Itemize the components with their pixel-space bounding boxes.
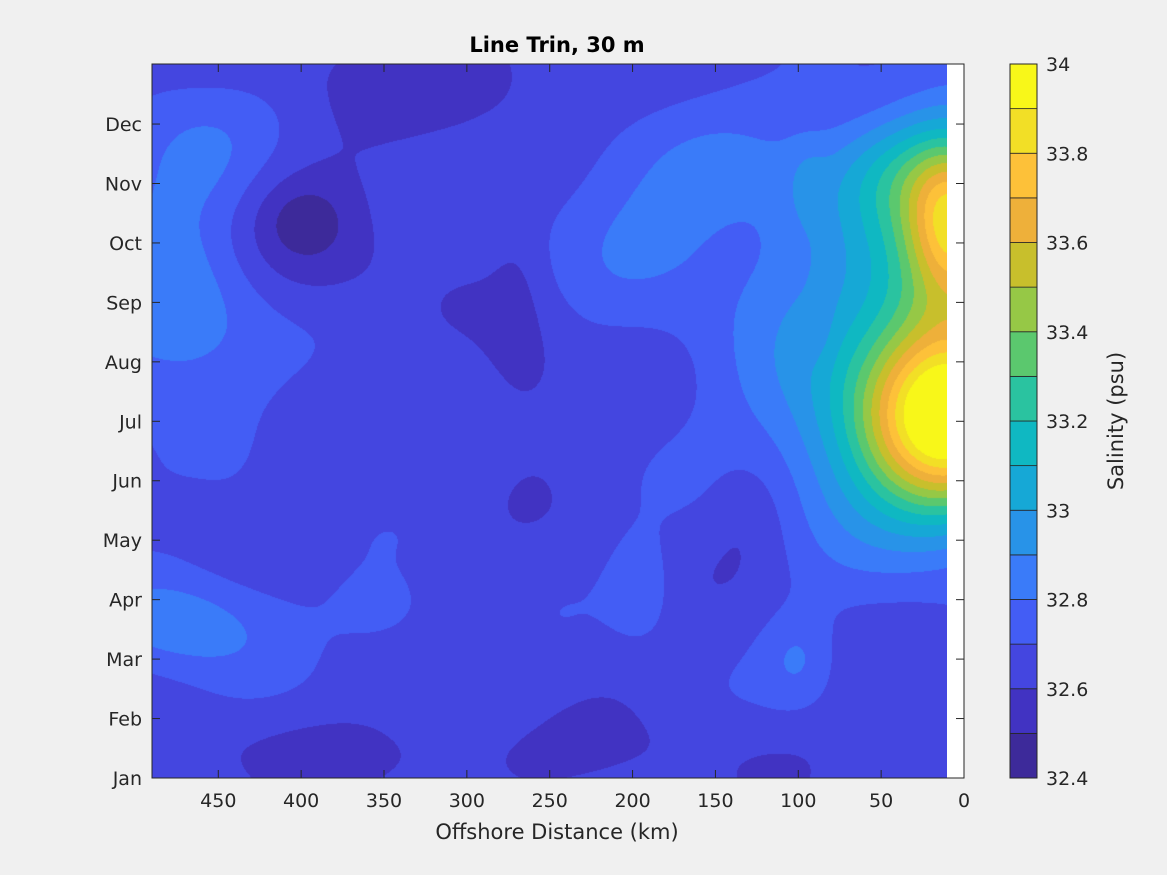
colorbar-swatch [1009, 509, 1038, 556]
colorbar-tick-label: 33.8 [1046, 143, 1088, 165]
y-tick-label: Jul [118, 411, 142, 433]
colorbar-swatch [1009, 152, 1038, 199]
colorbar-frame [1009, 63, 1038, 779]
colorbar-tick-label: 32.4 [1046, 768, 1088, 790]
colorbar-swatch [1009, 599, 1038, 645]
x-tick-label: 400 [283, 790, 319, 812]
colorbar-tick-label: 33 [1046, 500, 1070, 522]
colorbar-label: Salinity (psu) [1104, 352, 1128, 490]
colorbar-swatch [1009, 331, 1038, 377]
y-tick-label: Oct [109, 233, 142, 255]
y-tick-label: Jan [112, 768, 142, 790]
colorbar-swatch [1009, 732, 1038, 779]
colorbar-swatch [1009, 108, 1038, 154]
x-tick-label: 350 [366, 790, 402, 812]
colorbar-swatch [1009, 242, 1038, 288]
x-tick-label: 50 [869, 790, 893, 812]
chart-title: Line Trin, 30 m [469, 33, 644, 57]
colorbar-tick-label: 33.2 [1046, 411, 1088, 433]
y-tick-label: Sep [106, 292, 142, 314]
x-tick-label: 0 [958, 790, 970, 812]
x-tick-label: 300 [449, 790, 485, 812]
colorbar-swatch [1009, 197, 1038, 243]
colorbar-swatch [1009, 375, 1038, 422]
y-tick-label: Apr [109, 590, 142, 612]
x-tick-label: 150 [697, 790, 733, 812]
y-axis: Jan Feb Mar Apr May Jun Jul Aug Sep Oct Nov Dec [103, 114, 964, 790]
colorbar-swatch [1009, 688, 1038, 734]
y-tick-label: Feb [108, 709, 142, 731]
colorbar-swatch [1009, 63, 1038, 110]
colorbar-swatch [1009, 286, 1038, 333]
x-tick-label: 200 [614, 790, 650, 812]
colorbar-tick-label: 32.8 [1046, 590, 1088, 612]
x-tick-label: 250 [532, 790, 568, 812]
x-tick-label: 450 [200, 790, 236, 812]
colorbar-swatch [1009, 643, 1038, 690]
y-tick-label: Nov [105, 173, 142, 195]
colorbar-swatch [1009, 465, 1038, 511]
colorbar-swatch [1009, 420, 1038, 467]
y-tick-label: Aug [105, 352, 142, 374]
colorbar-tick-label: 33.6 [1046, 233, 1088, 255]
contour-fill-layer [152, 64, 947, 778]
x-axis-label: Offshore Distance (km) [435, 820, 678, 844]
colorbar: 32.4 32.6 32.8 33 33.2 33.4 33.6 33.8 34 [1009, 54, 1088, 790]
x-tick-label: 100 [780, 790, 816, 812]
y-tick-label: Mar [106, 649, 142, 671]
x-axis: 450 400 350 300 250 200 150 100 50 0 [200, 64, 970, 812]
colorbar-tick-label: 32.6 [1046, 679, 1088, 701]
colorbar-tick-label: 34 [1046, 54, 1070, 76]
y-tick-label: Dec [105, 114, 142, 136]
colorbar-swatch [1009, 554, 1038, 600]
y-tick-label: Jun [111, 471, 142, 493]
salinity-contour-image [152, 64, 947, 778]
y-tick-label: May [103, 530, 142, 552]
colorbar-tick-label: 33.4 [1046, 322, 1088, 344]
